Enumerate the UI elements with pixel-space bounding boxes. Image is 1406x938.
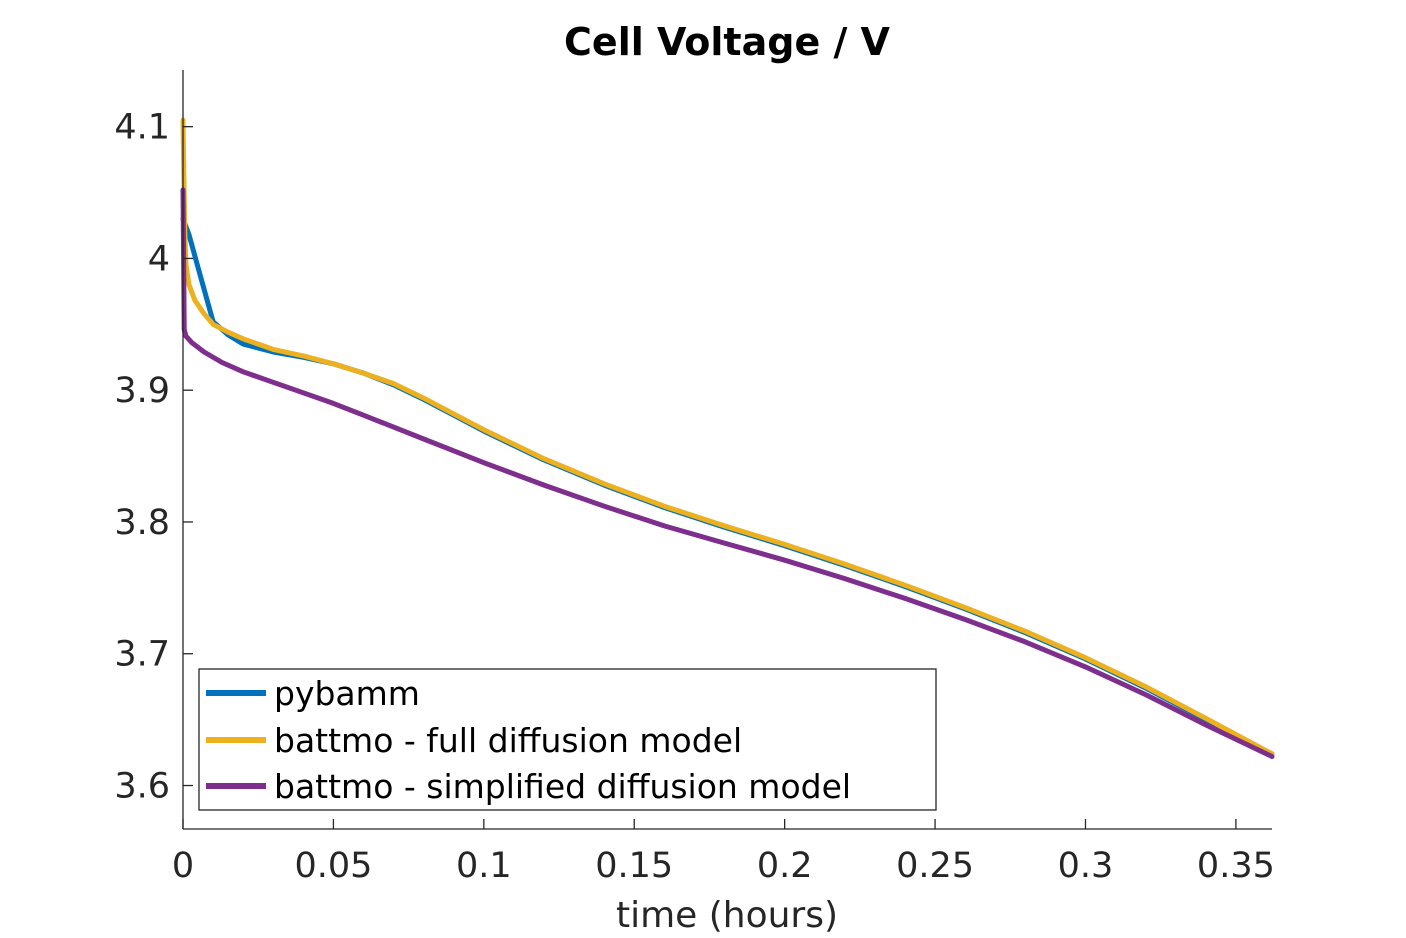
legend-label: battmo - simplified diffusion model (274, 767, 851, 806)
x-tick-label: 0.35 (1197, 846, 1275, 886)
x-tick-label: 0.15 (595, 846, 673, 886)
x-tick-label: 0 (172, 846, 194, 886)
legend: pybamm battmo - full diffusion model battm… (198, 668, 937, 811)
x-tick-label: 0.25 (896, 846, 974, 886)
x-axis-label: time (hours) (616, 895, 838, 936)
y-tick-label: 3.6 (114, 767, 170, 807)
x-tick-label: 0.1 (456, 846, 512, 886)
x-ticks: 0 0.05 0.1 0.15 0.2 0.25 0.3 0.35 (172, 819, 1275, 886)
x-tick-label: 0.05 (294, 846, 372, 886)
y-tick-label: 3.7 (114, 635, 170, 675)
series-line-2 (180, 187, 1275, 759)
legend-items: pybamm battmo - full diffusion model battm… (206, 674, 851, 806)
chart-title: Cell Voltage / V (564, 20, 891, 64)
y-tick-label: 3.9 (114, 371, 170, 411)
y-ticks: 3.6 3.7 3.8 3.9 4 4.1 (114, 108, 193, 807)
y-tick-label: 4 (148, 239, 170, 279)
legend-label: battmo - full diffusion model (274, 721, 742, 760)
series-line-1 (180, 117, 1275, 757)
x-tick-label: 0.2 (757, 846, 813, 886)
y-tick-label: 4.1 (114, 108, 170, 148)
x-tick-label: 0.3 (1058, 846, 1114, 886)
y-tick-label: 3.8 (114, 503, 170, 543)
legend-box (198, 668, 937, 811)
series-layer (180, 117, 1275, 759)
legend-label: pybamm (274, 674, 420, 713)
